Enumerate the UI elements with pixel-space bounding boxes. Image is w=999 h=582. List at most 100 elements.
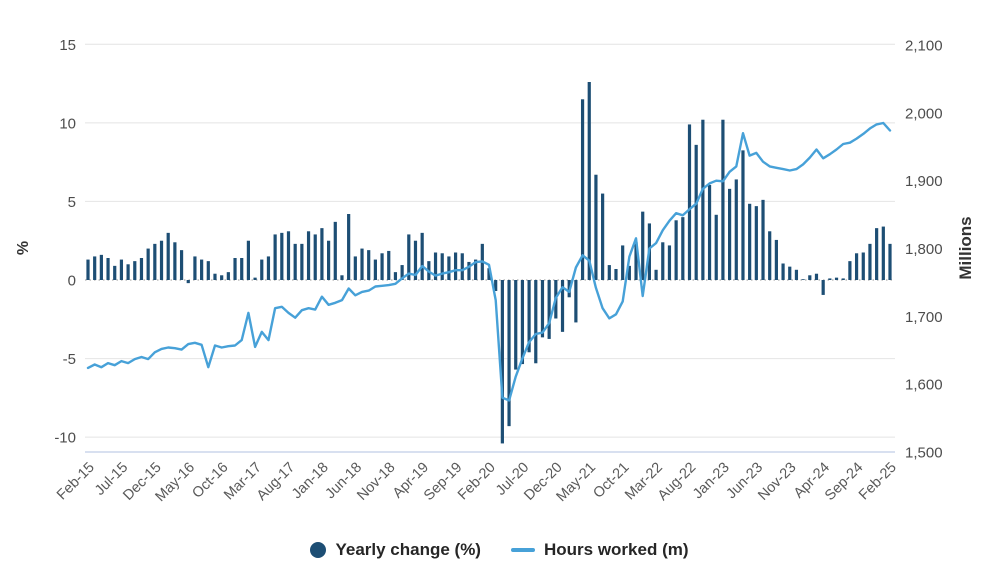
yearly-change-bar (433, 252, 438, 280)
yearly-change-bar (306, 231, 311, 280)
yearly-change-bar (106, 258, 110, 280)
yearly-change-bar (300, 243, 304, 280)
yearly-change-bar (494, 280, 498, 291)
yearly-change-bar (667, 245, 672, 280)
yearly-change-bar (327, 240, 331, 280)
yearly-change-bar (714, 214, 718, 280)
yearly-change-bar (500, 280, 504, 444)
yearly-change-bar (186, 280, 190, 284)
yearly-change-bar (253, 277, 257, 280)
yearly-change-bar (641, 211, 645, 280)
x-axis-tick-label: Aug-22 (655, 460, 699, 504)
right-axis-tick-label: 1,600 (905, 377, 943, 394)
yearly-change-bar (841, 278, 845, 280)
legend: Yearly change (%) Hours worked (m) (0, 540, 999, 560)
yearly-change-bar (768, 231, 772, 280)
hours-worked-swatch-icon (510, 548, 535, 552)
x-axis-tick-label: Feb-15 (54, 460, 98, 504)
right-axis-tick-label: 1,800 (905, 241, 943, 258)
yearly-change-bar (701, 119, 705, 280)
yearly-change-bar (333, 221, 337, 280)
legend-item-yearly-change[interactable]: Yearly change (%) (310, 540, 481, 560)
yearly-change-bar (226, 272, 230, 280)
yearly-change-bar (801, 279, 805, 281)
yearly-change-bar (728, 188, 732, 280)
yearly-change-bar (407, 234, 411, 280)
hours-worked-line (86, 121, 892, 402)
right-axis-title: Millions (956, 216, 975, 279)
right-axis-tick-label: 1,700 (905, 309, 943, 326)
yearly-change-bar (200, 259, 204, 280)
yearly-change-bar (453, 252, 458, 280)
x-axis-tick-label: Sep-24 (822, 460, 866, 504)
yearly-change-bar (266, 256, 271, 280)
yearly-change-bar (420, 232, 424, 280)
yearly-change-bar (848, 261, 852, 280)
yearly-change-bar (654, 269, 658, 280)
yearly-change-bar (748, 203, 752, 280)
yearly-change-bar (233, 258, 237, 280)
yearly-change-bar (166, 232, 170, 280)
yearly-change-bar (587, 82, 591, 280)
x-axis-tick-label: Nov-23 (755, 460, 799, 504)
yearly-change-bar (721, 119, 725, 280)
yearly-change-bar (213, 273, 217, 280)
yearly-change-bar (153, 243, 157, 280)
yearly-change-bar (173, 242, 177, 280)
yearly-change-bar (687, 124, 692, 281)
yearly-change-bar (514, 280, 518, 370)
right-axis-tick-label: 2,000 (905, 105, 943, 122)
x-axis-tick-label: Jan-18 (289, 460, 332, 503)
yearly-change-bar (707, 184, 712, 280)
yearly-change-bar (754, 206, 758, 280)
yearly-change-bar (146, 248, 150, 280)
yearly-change-bar (367, 250, 371, 280)
yearly-change-bar (260, 259, 264, 280)
x-axis-tick-label: Feb-20 (455, 460, 499, 504)
yearly-change-bar (99, 254, 103, 280)
yearly-change-bar (607, 265, 611, 280)
yearly-change-bar (113, 265, 117, 280)
x-axis-tick-label: Nov-18 (354, 460, 398, 504)
yearly-change-bar (313, 234, 317, 280)
x-axis-tick-label: Feb-25 (856, 460, 900, 504)
yearly-change-bar (808, 275, 812, 280)
yearly-change-bar (547, 280, 551, 339)
yearly-change-bar (661, 242, 665, 280)
yearly-change-bar (520, 280, 525, 365)
yearly-change-bar (293, 243, 297, 280)
yearly-change-bar (340, 275, 344, 280)
yearly-change-bar (834, 277, 839, 280)
yearly-change-bar (126, 264, 130, 280)
yearly-change-bar (360, 248, 364, 280)
left-axis-tick-label: 0 (68, 273, 76, 290)
legend-item-hours-worked[interactable]: Hours worked (m) (510, 540, 689, 560)
yearly-change-bar (373, 259, 377, 280)
yearly-change-bar (594, 174, 598, 280)
yearly-change-bar (393, 272, 398, 280)
yearly-change-bar (220, 275, 224, 280)
left-axis-tick-label: -10 (54, 430, 76, 447)
yearly-change-bar (139, 258, 144, 280)
yearly-change-bar (580, 99, 585, 280)
yearly-change-bar (320, 228, 324, 280)
yearly-change-bar (781, 263, 785, 280)
yearly-change-bar (888, 243, 892, 280)
yearly-change-bar (621, 245, 625, 280)
right-axis-tick-label: 1,900 (905, 173, 943, 190)
yearly-change-bar (761, 199, 765, 280)
yearly-change-bar (347, 214, 351, 280)
yearly-change-bar (694, 144, 698, 280)
yearly-change-bar (280, 232, 284, 280)
yearly-change-bar (681, 217, 685, 280)
yearly-change-bar (353, 256, 357, 280)
yearly-change-bar (467, 261, 471, 280)
left-axis-tick-label: 10 (59, 115, 76, 132)
yearly-change-bar (527, 280, 531, 353)
yearly-change-bar (93, 256, 97, 280)
yearly-change-bar (119, 259, 124, 280)
yearly-change-bar (246, 240, 250, 280)
yearly-change-bar (440, 253, 444, 280)
yearly-change-bar (133, 261, 137, 280)
